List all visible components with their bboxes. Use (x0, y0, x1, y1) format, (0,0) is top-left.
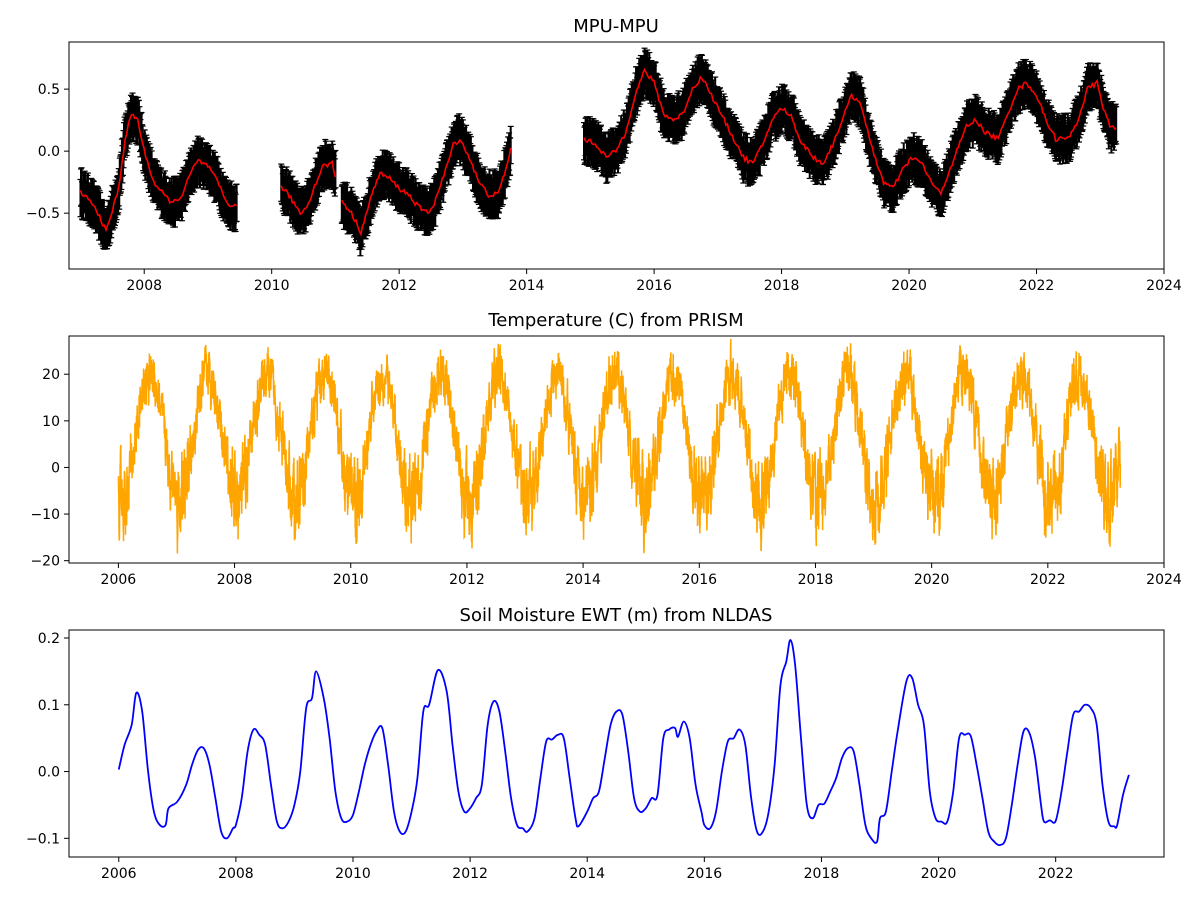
chart-title: MPU-MPU (573, 16, 659, 37)
chart-mpu: MPU-MPU 2008 2010 2012 2014 2016 2018 2020 2022… (26, 16, 1182, 294)
plot-area (77, 47, 1120, 257)
